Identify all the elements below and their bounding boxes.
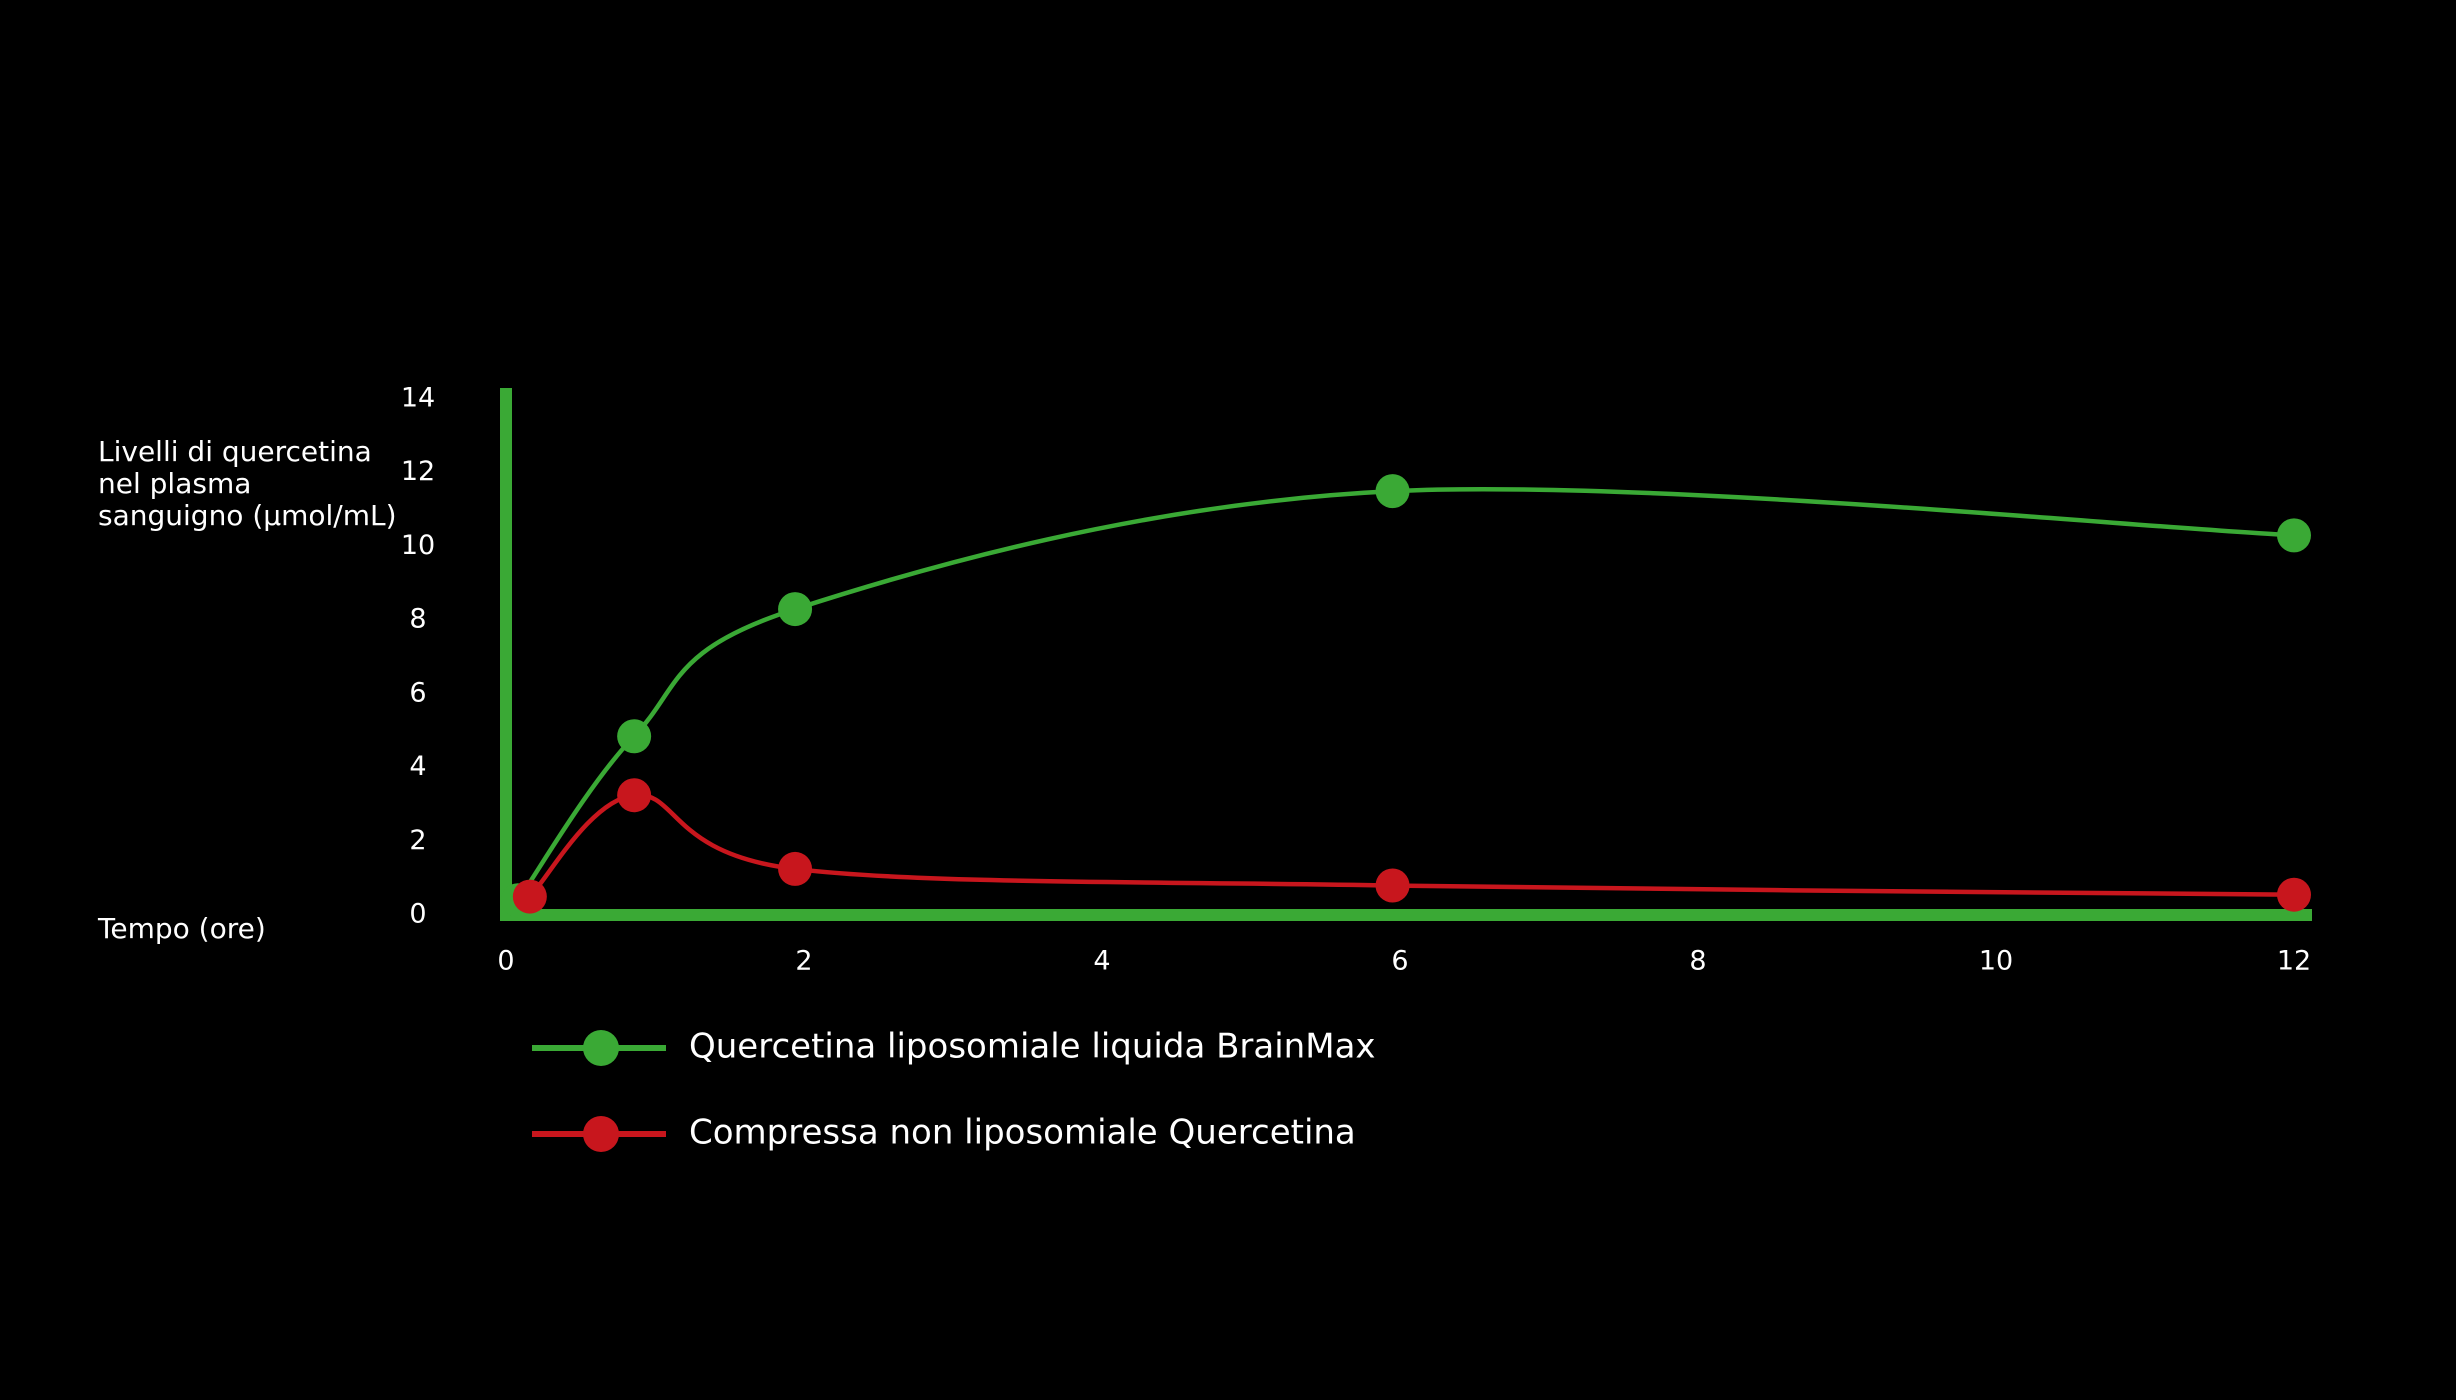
data-point [1375, 868, 1410, 903]
y-tick-label: 2 [409, 825, 426, 856]
y-tick-label: 14 [401, 383, 435, 414]
data-point [2277, 518, 2311, 553]
legend-label: Quercetina liposomiale liquida BrainMax [689, 1027, 1376, 1067]
x-tick-label: 6 [1391, 946, 1408, 977]
data-point [617, 719, 652, 754]
legend-label: Compressa non liposomiale Quercetina [689, 1113, 1356, 1153]
y-tick-label: 10 [401, 530, 435, 561]
data-point [617, 778, 652, 813]
x-tick-label: 0 [497, 946, 514, 977]
legend-marker [583, 1030, 619, 1066]
x-axis-label: Tempo (ore) [98, 912, 266, 945]
data-point [2277, 877, 2311, 912]
x-tick-label: 12 [2277, 946, 2311, 977]
x-tick-label: 8 [1689, 946, 1706, 977]
x-tick-label: 10 [1979, 946, 2013, 977]
y-tick-label: 4 [409, 751, 426, 782]
data-point [778, 592, 813, 627]
y-tick-label: 6 [409, 677, 426, 708]
legend-marker [583, 1116, 619, 1152]
y-tick-label: 8 [409, 604, 426, 635]
x-tick-label: 2 [795, 946, 812, 977]
x-tick-label: 4 [1093, 946, 1110, 977]
series-line [516, 486, 2295, 902]
data-point [778, 851, 813, 886]
y-axis-label: Livelli di quercetina nel plasma sanguig… [98, 435, 397, 532]
data-point [512, 879, 547, 914]
y-tick-label: 12 [401, 456, 435, 487]
y-tick-label: 0 [409, 899, 426, 930]
data-point [1375, 474, 1410, 509]
